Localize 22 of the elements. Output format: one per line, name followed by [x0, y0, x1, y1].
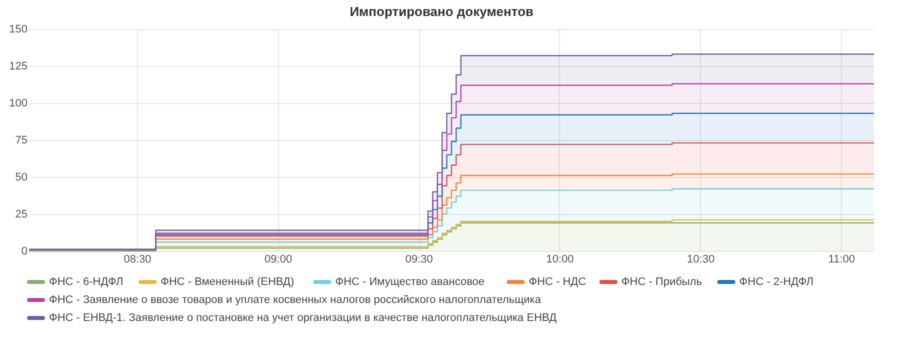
legend-label: ФНС - 2-НДФЛ	[739, 276, 814, 288]
x-tick-label: 10:30	[687, 254, 715, 266]
y-tick-label: 50	[15, 172, 28, 184]
legend-label: ФНС - Прибыль	[621, 276, 702, 288]
legend-label: ФНС - Вмененный (ЕНВД)	[160, 276, 294, 288]
y-tick-label: 100	[9, 98, 28, 110]
legend-label: ФНС - ЕНВД-1. Заявление о постановке на учет организации в качестве налогоплательщика ЕНВД	[49, 312, 558, 324]
x-tick-label: 09:00	[264, 254, 292, 266]
chart-title: Импортировано документов	[350, 4, 534, 19]
y-tick-label: 0	[21, 246, 28, 258]
y-tick-label: 25	[15, 208, 28, 220]
y-tick-label: 125	[9, 60, 28, 72]
legend-label: ФНС - Имущество авансовое	[335, 276, 485, 288]
legend-label: ФНС - 6-НДФЛ	[49, 276, 124, 288]
legend-label: ФНС - НДС	[528, 276, 586, 288]
y-tick-label: 75	[15, 134, 28, 146]
y-tick-label: 150	[9, 24, 28, 36]
x-tick-label: 09:30	[405, 254, 433, 266]
x-tick-label: 10:00	[546, 254, 574, 266]
x-tick-label: 11:00	[828, 254, 855, 266]
x-tick-label: 08:30	[124, 254, 152, 266]
legend-label: ФНС - Заявление о ввозе товаров и уплате косвенных налогов российского налогоплательщика	[49, 294, 542, 306]
